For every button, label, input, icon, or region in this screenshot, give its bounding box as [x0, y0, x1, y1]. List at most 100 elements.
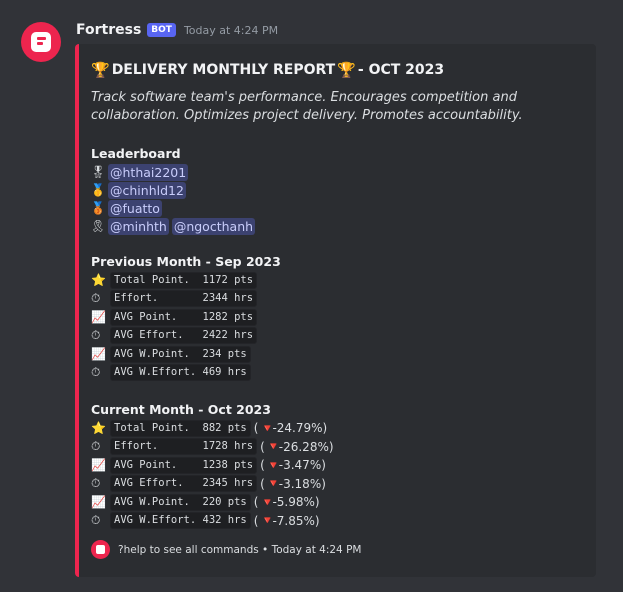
- stat-value: Total Point. 882 pts: [110, 419, 251, 437]
- leaderboard-title: Leaderboard: [91, 146, 181, 161]
- leaderboard-section: Leaderboard 🎖 @hthai2201 🥇 @chinhld12 🥉 @fuat…: [90, 145, 584, 235]
- change-value: -3.18%: [278, 476, 322, 491]
- user-mention[interactable]: @fuatto: [108, 199, 162, 217]
- leaderboard-row: 🎗 @minhth @ngocthanh: [90, 217, 584, 235]
- footer-text: ?help to see all commands • Today at 4:2…: [118, 543, 362, 556]
- stat-row: 📈 AVG W.Point. 234 pts: [91, 345, 584, 364]
- stat-row: ⏱ AVG Effort. 2345 hrs(🔻 -3.18%): [91, 475, 584, 494]
- chart-up-icon: 📈: [91, 495, 106, 510]
- open-paren: (: [253, 513, 259, 528]
- close-paren: ): [321, 476, 326, 491]
- current-month-title: Current Month - Oct 2023: [91, 402, 271, 417]
- stat-value: AVG Point. 1282 pts: [110, 308, 258, 326]
- stat-value: Total Point. 1172 pts: [110, 271, 258, 289]
- close-paren: ): [321, 458, 326, 473]
- stat-change: (🔻 -3.18%): [260, 477, 326, 491]
- open-paren: (: [260, 439, 265, 454]
- stat-value: AVG Effort. 2422 hrs: [110, 327, 258, 345]
- stat-row: ⭐ Total Point. 1172 pts: [91, 271, 584, 290]
- open-paren: (: [253, 421, 259, 436]
- current-month-section: Current Month - Oct 2023 ⭐ Total Point. 8…: [91, 401, 584, 530]
- chart-up-icon: 📈: [91, 347, 106, 362]
- close-paren: ): [314, 513, 320, 528]
- embed-footer: ?help to see all commands • Today at 4:2…: [91, 540, 361, 559]
- stat-value: AVG W.Effort. 432 hrs: [110, 512, 251, 530]
- stopwatch-icon: ⏱: [91, 328, 101, 343]
- bot-avatar[interactable]: [21, 22, 61, 62]
- change-value: -5.98%: [272, 495, 315, 510]
- stat-change: (🔻 -7.85%): [254, 514, 320, 528]
- stat-row: 📈 AVG Point. 1238 pts(🔻 -3.47%): [91, 456, 584, 475]
- embed-title-suffix: - OCT 2023: [357, 62, 445, 78]
- stat-row: ⏱ AVG W.Effort. 469 hrs: [91, 364, 584, 383]
- chart-up-icon: 📈: [91, 310, 106, 325]
- stat-row: ⭐ Total Point. 882 pts(🔻 -24.79%): [91, 419, 584, 438]
- close-paren: ): [322, 421, 328, 436]
- stopwatch-icon: ⏱: [91, 365, 101, 380]
- down-arrow-icon: 🔻: [266, 458, 281, 472]
- stopwatch-icon: ⏱: [91, 513, 101, 528]
- open-paren: (: [253, 495, 259, 510]
- open-paren: (: [260, 476, 265, 491]
- close-paren: ): [328, 439, 334, 454]
- stat-value: AVG W.Point. 234 pts: [110, 345, 251, 363]
- bronze-medal-icon: 🥉: [90, 201, 106, 215]
- down-arrow-icon: 🔻: [266, 440, 281, 454]
- stat-row: 📈 AVG W.Point. 220 pts(🔻 -5.98%): [91, 493, 584, 512]
- embed-title: 🏆 DELIVERY MONTHLY REPORT 🏆 - OCT 2023: [91, 60, 584, 80]
- footer-icon: [91, 540, 110, 559]
- embed-description: Track software team's performance. Encou…: [91, 90, 523, 123]
- stat-row: 📈 AVG Point. 1282 pts: [91, 308, 584, 327]
- close-paren: ): [314, 495, 320, 510]
- star-icon: ⭐: [91, 421, 106, 436]
- stat-value: AVG Point. 1238 pts: [110, 456, 258, 474]
- username[interactable]: Fortress: [76, 22, 142, 38]
- user-mention[interactable]: @minhth: [108, 217, 169, 235]
- embed-title-text: DELIVERY MONTHLY REPORT: [111, 62, 336, 78]
- chart-up-icon: 📈: [91, 458, 106, 473]
- stat-row: ⏱ AVG Effort. 2422 hrs: [91, 327, 584, 346]
- leaderboard-row: 🥇 @chinhld12: [91, 181, 584, 199]
- stat-value: Effort. 2344 hrs: [110, 290, 258, 308]
- report-embed: 🏆 DELIVERY MONTHLY REPORT 🏆 - OCT 2023 T…: [75, 44, 596, 577]
- star-icon: ⭐: [91, 273, 106, 288]
- stat-change: (🔻 -3.47%): [260, 458, 326, 472]
- down-arrow-icon: 🔻: [260, 514, 275, 528]
- fortress-logo-icon: [96, 545, 105, 554]
- leaderboard-row: 🎖 @hthai2201: [90, 163, 584, 181]
- stopwatch-icon: ⏱: [91, 476, 101, 491]
- message-header: Fortress BOT Today at 4:24 PM: [76, 20, 278, 40]
- message-timestamp: Today at 4:24 PM: [183, 23, 279, 37]
- trophy-icon: 🏆: [337, 61, 356, 79]
- down-arrow-icon: 🔻: [266, 477, 281, 491]
- stat-change: (🔻 -26.28%): [260, 440, 333, 454]
- fortress-logo-icon: [31, 32, 51, 52]
- change-value: -26.28%: [278, 439, 329, 454]
- ribbon-medal-icon: 🎗: [90, 219, 106, 233]
- previous-month-section: Previous Month - Sep 2023 ⭐ Total Point. …: [91, 253, 584, 382]
- change-value: -7.85%: [272, 513, 315, 528]
- stat-row: ⏱ AVG W.Effort. 432 hrs(🔻 -7.85%): [91, 512, 584, 531]
- change-value: -24.79%: [272, 421, 323, 436]
- change-value: -3.47%: [278, 458, 322, 473]
- stat-value: AVG Effort. 2345 hrs: [110, 475, 258, 493]
- down-arrow-icon: 🔻: [260, 421, 275, 435]
- leaderboard-row: 🥉 @fuatto: [91, 199, 584, 217]
- previous-month-title: Previous Month - Sep 2023: [91, 254, 281, 269]
- open-paren: (: [260, 458, 265, 473]
- trophy-icon: 🏆: [91, 61, 110, 79]
- stat-row: ⏱ Effort. 2344 hrs: [91, 290, 584, 309]
- bot-badge: BOT: [147, 23, 176, 37]
- stat-value: AVG W.Point. 220 pts: [110, 493, 251, 511]
- stopwatch-icon: ⏱: [91, 439, 101, 454]
- down-arrow-icon: 🔻: [260, 495, 275, 509]
- user-mention[interactable]: @chinhld12: [108, 181, 186, 199]
- stat-change: (🔻 -5.98%): [254, 495, 320, 509]
- gold-medal-icon: 🥇: [90, 183, 106, 197]
- user-mention[interactable]: @hthai2201: [108, 163, 189, 181]
- trophy-medal-icon: 🎖: [90, 165, 106, 179]
- stat-row: ⏱ Effort. 1728 hrs(🔻 -26.28%): [91, 438, 584, 457]
- stopwatch-icon: ⏱: [91, 291, 101, 306]
- stat-value: Effort. 1728 hrs: [110, 438, 258, 456]
- user-mention[interactable]: @ngocthanh: [171, 217, 256, 235]
